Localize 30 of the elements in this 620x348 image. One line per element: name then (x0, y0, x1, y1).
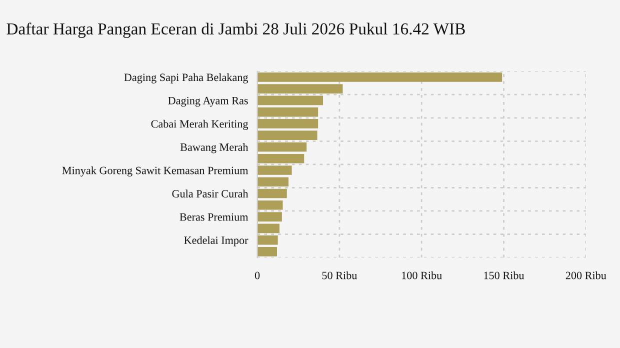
bar (257, 107, 318, 117)
y-tick-label: Gula Pasir Curah (172, 190, 248, 198)
bar (257, 96, 324, 106)
bar (257, 154, 304, 164)
bar (257, 130, 318, 140)
bar (257, 235, 278, 245)
bar (257, 188, 287, 198)
bar (257, 212, 282, 222)
bar (257, 166, 292, 175)
bar (257, 224, 280, 234)
y-tick-label: Daging Sapi Paha Belakang (124, 73, 248, 84)
x-tick-label: 150 Ribu (484, 271, 524, 280)
y-tick-label: Bawang Merah (180, 143, 248, 154)
bar (257, 200, 283, 210)
bar (257, 84, 343, 94)
x-tick-label: 200 Ribu (566, 271, 606, 280)
chart-title: Daftar Harga Pangan Eceran di Jambi 28 Juli 2026 Pukul 16.42 WIB (6, 22, 465, 38)
x-tick-label: 50 Ribu (322, 271, 358, 280)
y-tick-label: Minyak Goreng Sawit Kemasan Premium (62, 166, 248, 176)
bar (257, 119, 318, 128)
y-tick-label: Cabai Merah Keriting (151, 120, 248, 130)
bar (257, 142, 307, 152)
bar (257, 72, 502, 82)
x-tick-label: 100 Ribu (402, 271, 442, 280)
y-tick-label: Beras Premium (180, 213, 248, 221)
y-tick-label: Daging Ayam Ras (168, 96, 248, 107)
bar (257, 247, 278, 256)
x-tick-label: 0 (254, 272, 260, 280)
bar (257, 177, 289, 187)
y-tick-label: Kedelai Impor (184, 236, 248, 246)
